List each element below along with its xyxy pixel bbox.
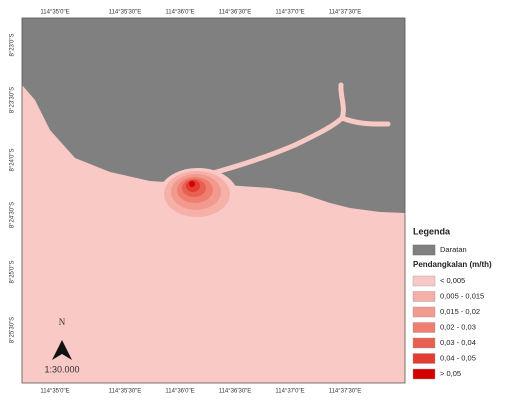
bottom-coordinate-label: 114°36'30"E <box>219 389 252 395</box>
left-coordinate-label: 8°25'30"S <box>10 317 16 343</box>
top-coordinate-label: 114°35'0"E <box>40 10 69 16</box>
legend-swatch <box>412 322 436 333</box>
legend-label: 0,015 - 0,02 <box>440 307 480 316</box>
top-coordinate-label: 114°37'30"E <box>329 10 362 16</box>
legend-swatch <box>412 275 436 287</box>
scale-label: 1:30.000 <box>44 364 79 374</box>
legend-title: Legenda <box>413 226 451 236</box>
map-frame <box>21 17 406 384</box>
left-coordinate-label: 8°24'30"S <box>10 202 16 228</box>
hotspot-zone <box>189 181 195 187</box>
legend-label: 0,03 - 0,04 <box>440 338 476 347</box>
river <box>193 82 391 181</box>
bottom-coordinate-label: 114°37'30"E <box>329 389 362 395</box>
bottom-coordinate-label: 114°35'30"E <box>109 389 142 395</box>
bottom-coordinate-label: 114°35'0"E <box>40 389 69 395</box>
legend-swatch <box>412 353 436 364</box>
bottom-coordinate-label: 114°37'0"E <box>275 389 304 395</box>
legend-label: 0,005 - 0,015 <box>440 291 484 300</box>
legend-swatch <box>412 306 436 318</box>
north-arrow <box>52 340 72 360</box>
legend-label: 0,04 - 0,05 <box>440 353 476 362</box>
legend-swatch <box>412 291 436 302</box>
legend-label: 0,02 - 0,03 <box>440 322 476 331</box>
legend-subtitle: Pendangkalan (m/th) <box>413 260 492 269</box>
land <box>22 18 405 213</box>
legend-swatch <box>412 368 436 380</box>
sedimentation-hotspot <box>158 168 238 224</box>
bottom-coordinate-label: 114°36'0"E <box>165 389 194 395</box>
legend-swatch <box>412 244 436 256</box>
legend-label: Daratan <box>440 245 467 254</box>
top-coordinate-label: 114°36'30"E <box>219 10 252 16</box>
left-coordinate-label: 8°25'0"S <box>10 260 16 283</box>
left-coordinate-label: 8°23'30"S <box>10 87 16 113</box>
left-coordinate-label: 8°23'0"S <box>10 33 16 56</box>
legend-label: > 0,05 <box>440 369 461 378</box>
top-coordinate-label: 114°36'0"E <box>165 10 194 16</box>
legend-label: < 0,005 <box>440 276 465 285</box>
top-coordinate-label: 114°35'30"E <box>109 10 142 16</box>
top-coordinate-label: 114°37'0"E <box>275 10 304 16</box>
left-coordinate-label: 8°24'0"S <box>10 148 16 171</box>
north-label: N <box>59 317 66 327</box>
legend-swatch <box>412 337 436 349</box>
